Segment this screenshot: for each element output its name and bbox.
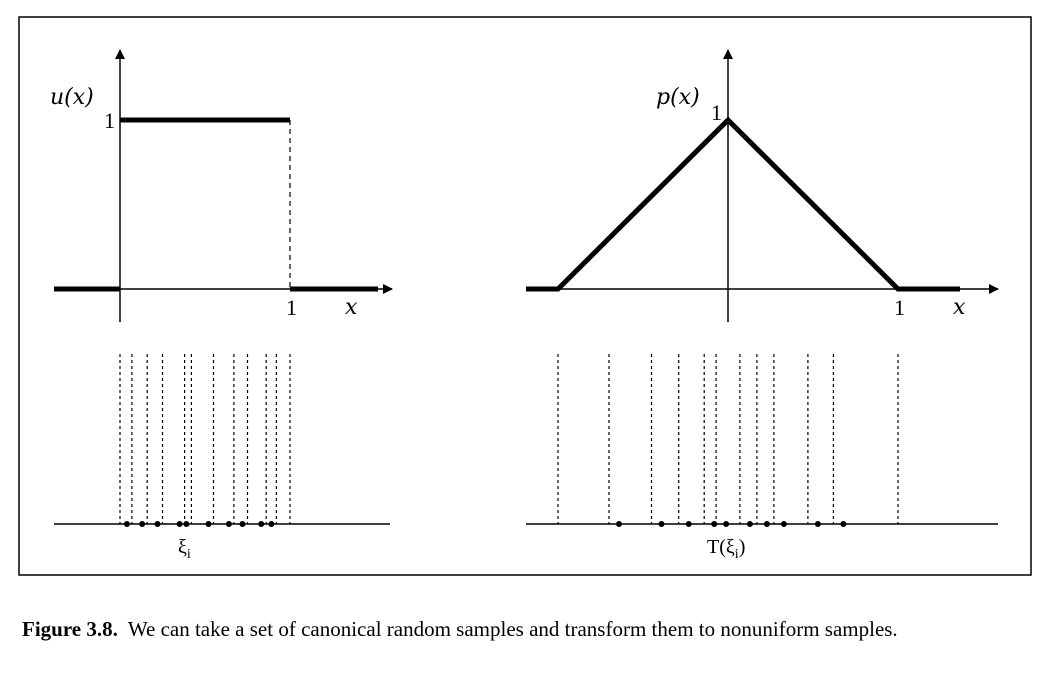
right-sample-dot [840,521,847,527]
left-sample-dot [139,521,146,527]
figure-caption: Figure 3.8. We can take a set of canonica… [22,615,1030,643]
left-plot: u(x) 1 1 x ξi [50,49,393,562]
right-sample-dot [616,521,622,527]
right-sample-dot [746,521,753,527]
left-sample-dot [258,521,265,527]
right-function-label: p(x) [656,85,700,110]
right-sample-dots [616,521,847,527]
right-triangle-curve [526,116,960,292]
left-sample-lines [119,354,291,524]
left-y-tick-1: 1 [104,108,115,133]
left-x-tick-1: 1 [286,295,297,320]
left-sample-dot [176,521,183,527]
left-sample-dot [225,521,232,527]
left-sample-dot [154,521,161,527]
left-sample-dot [123,521,130,527]
left-sample-dot [205,521,212,527]
right-plot: p(x) 1 1 x T(ξi) [526,49,999,562]
right-x-axis-label: x [953,295,966,320]
left-sample-dots [123,521,275,527]
left-function-label: u(x) [50,85,94,110]
right-sample-dot [658,521,665,527]
right-x-tick-1: 1 [894,295,905,320]
left-sample-dot [239,521,246,527]
right-samples-label: T(ξi) [707,536,745,562]
right-peak-tick-1: 1 [711,100,722,125]
right-sample-dot [685,521,692,527]
right-sample-dot [723,521,730,527]
right-sample-dot [763,521,770,527]
right-sample-dot [711,521,718,527]
figure-frame [18,16,1032,576]
caption-text: We can take a set of canonical random sa… [127,617,898,641]
caption-figure-label: Figure 3.8. [22,617,118,641]
left-sample-dot [183,521,190,527]
left-x-axis-label: x [345,295,358,320]
right-sample-dot [780,521,787,527]
right-sample-dot [814,521,821,527]
left-sample-dot [268,521,275,527]
right-sample-lines [557,354,899,524]
left-samples-label: ξi [178,536,191,562]
